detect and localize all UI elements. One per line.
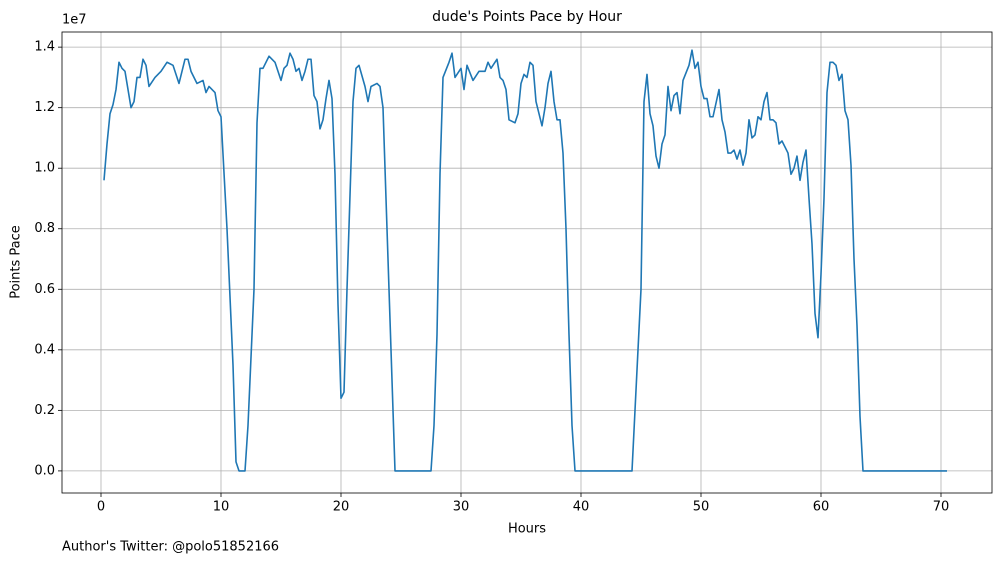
y-tick-label: 0.8 [34, 221, 55, 236]
x-tick-label: 0 [97, 500, 105, 515]
data-line [103, 49, 947, 472]
x-tick-label: 70 [933, 500, 950, 515]
y-offset-label: 1e7 [62, 13, 87, 28]
x-tick-label: 30 [453, 500, 470, 515]
x-axis-label: Hours [508, 522, 546, 537]
y-axis-label: Points Pace [9, 225, 24, 299]
y-tick-label: 0.4 [34, 342, 55, 357]
y-tick-label: 1.4 [34, 40, 55, 55]
footnote: Author's Twitter: @polo51852166 [62, 540, 279, 555]
x-tick-label: 60 [813, 500, 830, 515]
plot-frame [61, 31, 993, 494]
x-tick-label: 20 [333, 500, 350, 515]
y-tick-label: 0.6 [34, 282, 55, 297]
y-tick-label: 0.0 [34, 463, 55, 478]
y-tick-label: 1.0 [34, 161, 55, 176]
y-tick-label: 1.2 [34, 100, 55, 115]
x-tick-label: 40 [573, 500, 590, 515]
chart-title: dude's Points Pace by Hour [432, 9, 622, 25]
y-tick-label: 0.2 [34, 403, 55, 418]
x-tick-label: 50 [693, 500, 710, 515]
x-tick-label: 10 [213, 500, 230, 515]
